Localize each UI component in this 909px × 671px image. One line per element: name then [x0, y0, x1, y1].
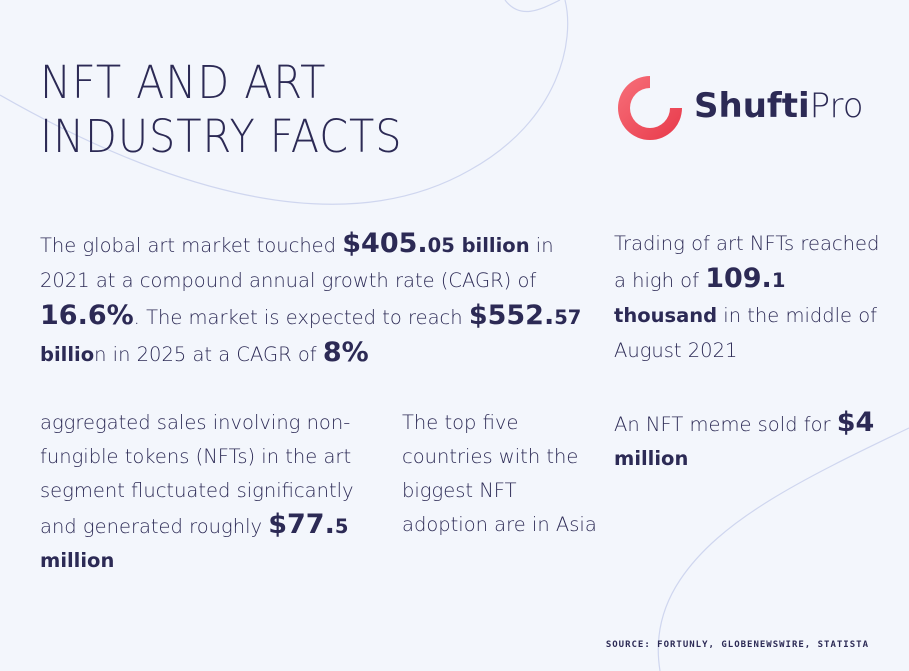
fact-text: in 2021 at a compound annual growth rate…	[40, 234, 554, 292]
fact-nft-meme: An NFT meme sold for $4 million	[614, 406, 884, 476]
fact-value-big: 8%	[322, 337, 369, 368]
fact-value-big: 16.6%	[40, 300, 134, 331]
fact-text: . The market is expected to reach	[133, 306, 469, 329]
fact-aggregated-sales: aggregated sales involving non-fungible …	[40, 406, 380, 578]
fact-global-art-market: The global art market touched $405.05 bi…	[40, 226, 600, 372]
page-title: NFT AND ART INDUSTRY FACTS	[40, 56, 402, 164]
fact-nft-trading: Trading of art NFTs reached a high of 10…	[614, 226, 884, 368]
fact-text: An NFT meme sold for	[614, 413, 837, 436]
fact-value-big: $405.	[342, 228, 428, 259]
bottom-right-curve	[657, 427, 909, 671]
fact-text: Trading of art NFTs reached a high of	[614, 232, 880, 292]
fact-value-small: 1 thousand	[614, 269, 786, 327]
fact-value-big: 109.	[705, 263, 772, 294]
shufti-pro-logo: ShuftiPro	[614, 72, 874, 144]
fact-value-big: $552.	[468, 300, 555, 331]
corner-curve-top	[504, 0, 561, 13]
fact-value-small: million	[614, 447, 689, 470]
fact-value-small: 57 billio	[40, 306, 582, 366]
title-line-1: NFT AND ART	[40, 56, 327, 109]
fact-top-countries: The top five countries with the biggest …	[402, 406, 602, 542]
logo-wordmark: ShuftiPro	[694, 84, 864, 128]
fact-value-small: 05 billion	[427, 234, 530, 257]
fact-value-big: $4	[836, 407, 875, 438]
fact-text: aggregated sales involving non-fungible …	[40, 411, 354, 538]
logo-brand-light: Pro	[809, 86, 864, 126]
top-curve	[0, 0, 569, 205]
fact-value-small: 5 million	[40, 515, 349, 572]
fact-text: n in 2025 at a CAGR of	[94, 343, 323, 366]
fact-text: The top five countries with the biggest …	[402, 411, 597, 536]
fact-text: The global art market touched	[40, 234, 343, 257]
title-line-2: INDUSTRY FACTS	[40, 110, 403, 163]
fact-text: in the middle of August 2021	[614, 304, 878, 362]
logo-brand-bold: Shufti	[694, 86, 810, 126]
fact-value-big: $77.	[268, 509, 335, 540]
source-credit: SOURCE: FORTUNLY, GLOBENEWSWIRE, STATIST…	[605, 640, 869, 650]
ring-logo-icon	[618, 76, 682, 140]
